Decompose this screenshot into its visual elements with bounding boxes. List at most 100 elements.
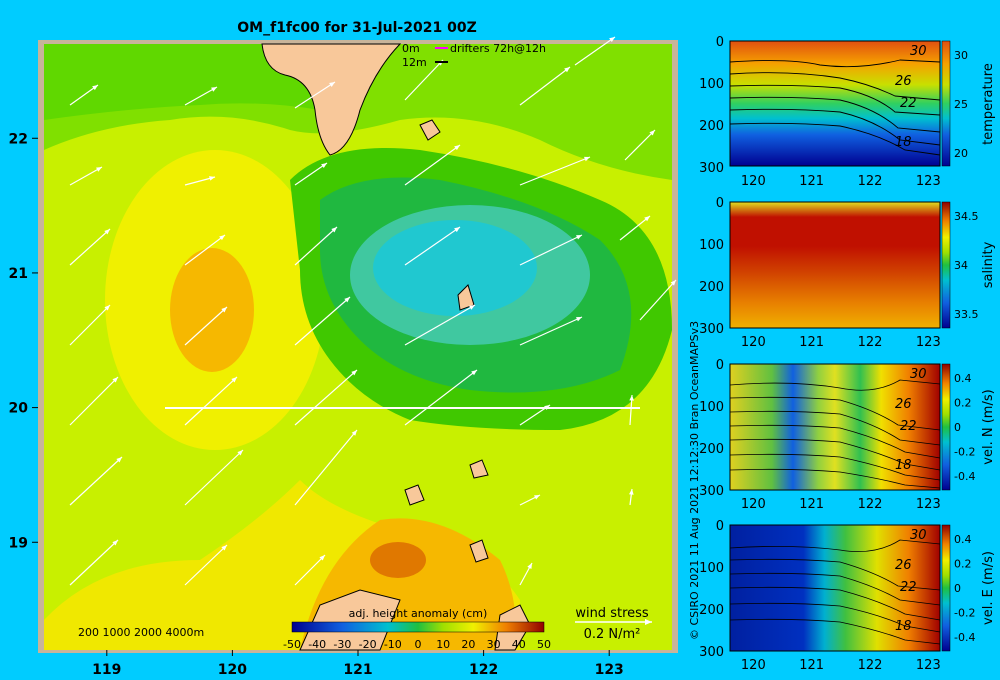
- panel-lon-label: 122: [858, 658, 883, 673]
- wind-arrowhead: [351, 430, 357, 436]
- colorbar-tick-label: 0: [415, 638, 422, 651]
- colorbar-tick-label: -50: [283, 638, 301, 651]
- x-tick-label: 121: [343, 662, 372, 678]
- land-island: [419, 119, 441, 141]
- panel-colorbar-tick: 0: [954, 421, 961, 434]
- wind-arrow: [184, 234, 226, 266]
- panel-colorbar-tick: 33.5: [954, 308, 979, 321]
- wind-arrow: [69, 376, 119, 426]
- salinity-field: [729, 201, 941, 329]
- wind-arrowhead: [629, 395, 634, 401]
- colorbar-tick-label: 40: [512, 638, 526, 651]
- wind-arrowhead: [329, 82, 335, 87]
- wind-arrowhead: [112, 540, 118, 546]
- panel-temperature: [729, 40, 951, 167]
- wind-arrowhead: [344, 297, 350, 303]
- panel-colorbar-tick: 34.5: [954, 210, 979, 223]
- panel-colorbar-tick: 0.2: [954, 397, 972, 410]
- panel-colorbar-tick: 30: [954, 49, 968, 62]
- panel-vel-e: [729, 524, 951, 652]
- wind-stress-arrowhead: [645, 619, 652, 625]
- wind-arrowhead: [527, 563, 532, 569]
- panel-depth-label: 0: [716, 196, 724, 211]
- cyan-core: [373, 220, 537, 316]
- orange-core: [370, 542, 426, 578]
- wind-arrowhead: [321, 163, 327, 169]
- wind-arrowhead: [221, 545, 227, 551]
- legend-drifters: drifters 72h@12h: [450, 42, 546, 55]
- colorbar-tick-label: 50: [537, 638, 551, 651]
- x-tick-label: 119: [92, 662, 121, 678]
- wind-arrow: [519, 316, 583, 346]
- wind-arrow: [294, 81, 336, 109]
- contour-label: 22: [900, 96, 917, 111]
- panel-ylabel: salinity: [981, 241, 996, 288]
- land-island: [404, 484, 425, 506]
- wind-arrowhead: [237, 450, 243, 456]
- contour-label: 26: [895, 558, 912, 573]
- wind-stress-label: wind stress: [575, 606, 649, 621]
- contour-label: 18: [895, 619, 912, 634]
- panel-colorbar-tick: 0: [954, 582, 961, 595]
- contour-label: 30: [910, 44, 927, 59]
- wind-arrowhead: [534, 495, 540, 500]
- contour-label: 22: [900, 419, 917, 434]
- panel-lon-label: 120: [741, 497, 766, 512]
- colorbar-tick-label: 10: [436, 638, 450, 651]
- wind-arrow: [294, 162, 328, 186]
- colorbar-label: adj. height anomaly (cm): [349, 607, 488, 620]
- wind-arrowhead: [92, 85, 98, 91]
- wind-arrowhead: [231, 377, 237, 383]
- vel-n-colorbar: [941, 363, 951, 491]
- x-tick-label: 122: [469, 662, 498, 678]
- wind-arrowhead: [209, 176, 215, 181]
- panel-depth-label: 100: [699, 400, 724, 415]
- panel-salinity: [729, 201, 951, 329]
- wind-arrowhead: [628, 489, 634, 495]
- wind-arrowhead: [576, 317, 582, 322]
- wind-arrow: [184, 86, 218, 106]
- panel-lon-label: 122: [858, 335, 883, 350]
- panel-depth-label: 100: [699, 561, 724, 576]
- x-tick-label: 123: [595, 662, 624, 678]
- vel-n-contours: [729, 379, 941, 489]
- wind-arrow: [69, 456, 123, 506]
- panel-depth-label: 200: [699, 119, 724, 134]
- vel-e-colorbar: [941, 524, 951, 652]
- panel-lon-label: 122: [858, 497, 883, 512]
- wind-arrow: [184, 544, 228, 586]
- panel-colorbar-tick: -0.4: [954, 470, 975, 483]
- panel-depth-label: 100: [699, 238, 724, 253]
- panel-lon-label: 121: [799, 658, 824, 673]
- panel-colorbar-tick: 20: [954, 147, 968, 160]
- temperature-colorbar: [941, 40, 951, 167]
- panel-lon-label: 123: [916, 174, 941, 189]
- panel-depth-label: 200: [699, 280, 724, 295]
- wind-arrowhead: [649, 130, 655, 136]
- wind-arrowhead: [221, 307, 227, 313]
- legend-depth-0: 0m: [402, 42, 420, 55]
- wind-arrow: [184, 376, 238, 426]
- panel-depth-label: 0: [716, 35, 724, 50]
- panel-ylabel: vel. N (m/s): [981, 389, 996, 464]
- land-south: [299, 589, 401, 651]
- contour-label: 26: [895, 74, 912, 89]
- x-tick-label: 120: [218, 662, 247, 678]
- y-tick-label: 21: [9, 266, 28, 282]
- credit: © CSIRO 2021 11 Aug 2021 12:12:30 Bran O…: [688, 321, 701, 640]
- wind-arrow: [69, 166, 103, 186]
- wind-arrow: [519, 234, 583, 266]
- wind-arrowhead: [211, 87, 217, 92]
- wind-arrowhead: [319, 555, 325, 561]
- panel-lon-label: 123: [916, 497, 941, 512]
- panel-colorbar-tick: 25: [954, 98, 968, 111]
- wind-arrow: [294, 554, 326, 586]
- panel-depth-label: 200: [699, 442, 724, 457]
- wind-arrowhead: [469, 305, 475, 310]
- vel-e-contours: [729, 539, 941, 645]
- panel-colorbar-tick: 0.2: [954, 558, 972, 571]
- wind-arrow: [404, 304, 476, 346]
- panel-lon-label: 123: [916, 658, 941, 673]
- y-tick-label: 20: [9, 401, 29, 417]
